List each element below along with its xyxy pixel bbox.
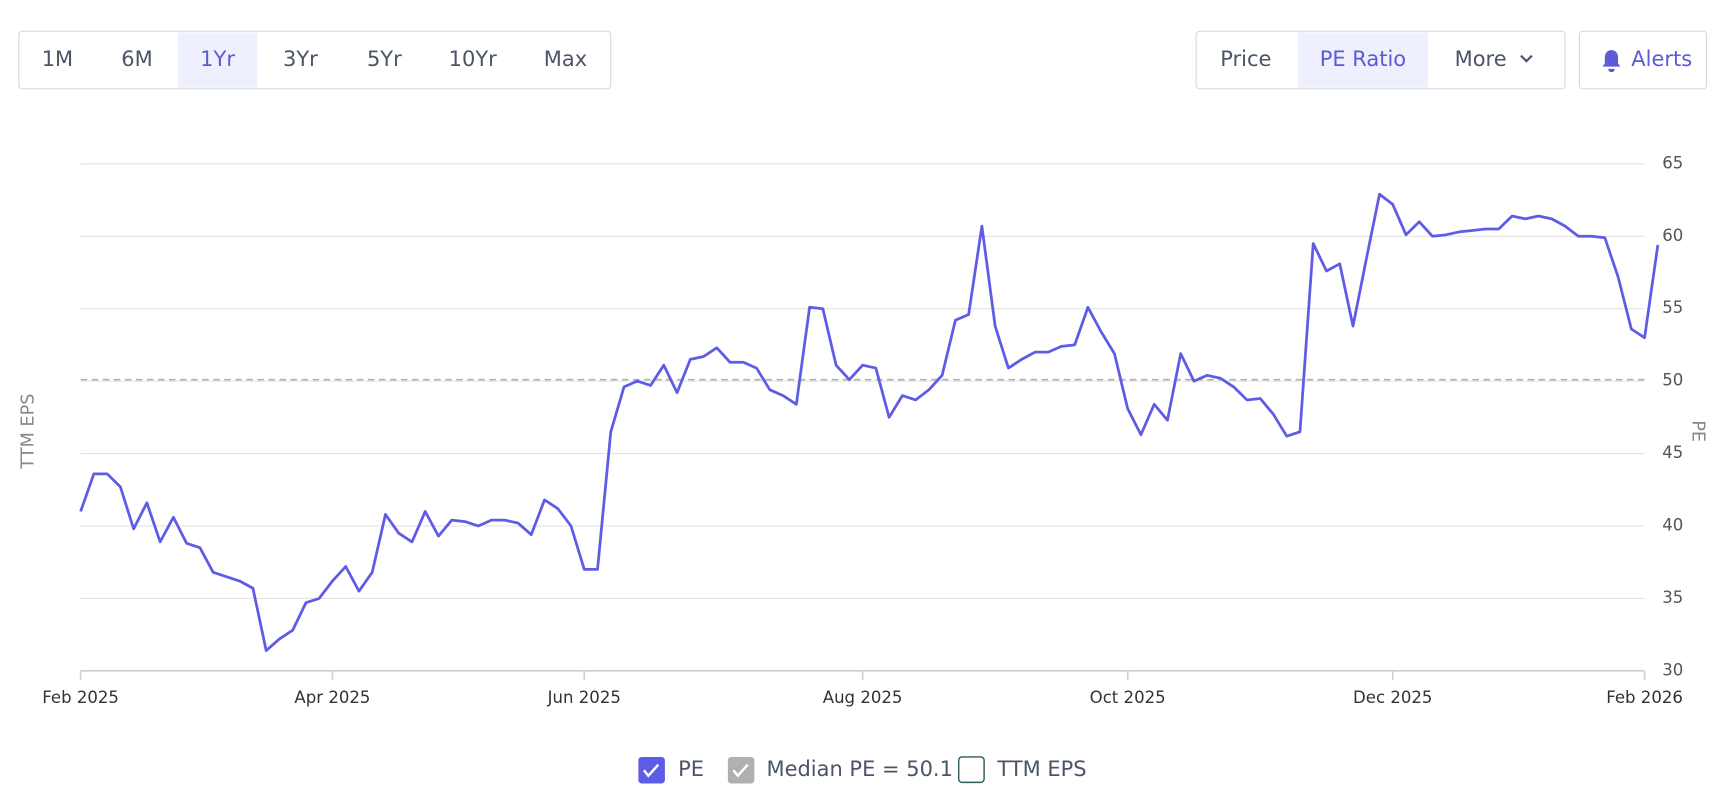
pe-line — [79, 192, 1660, 652]
check-mark — [642, 763, 660, 778]
range-button[interactable]: 1Yr — [200, 47, 235, 71]
range-button[interactable]: 1M — [42, 47, 73, 71]
y-tick-label: 40 — [1662, 515, 1683, 534]
y-tick-label: 60 — [1662, 226, 1683, 245]
y-tick-label: 35 — [1662, 588, 1683, 607]
view-button[interactable]: PE Ratio — [1320, 47, 1406, 71]
range-button[interactable]: 3Yr — [283, 47, 318, 71]
x-tick-label: Dec 2025 — [1353, 688, 1432, 707]
view-selected-bg — [1297, 32, 1429, 88]
alerts-label[interactable]: Alerts — [1631, 47, 1692, 71]
legend-label[interactable]: PE — [678, 757, 704, 781]
y-tick-label: 30 — [1662, 660, 1683, 679]
alerts-button[interactable] — [1578, 30, 1707, 90]
x-tick-label: Apr 2025 — [294, 688, 370, 707]
legend-label[interactable]: TTM EPS — [996, 757, 1086, 781]
x-tick-label: Aug 2025 — [823, 688, 903, 707]
legend-checkbox[interactable] — [957, 756, 985, 784]
range-button[interactable]: Max — [544, 47, 587, 71]
x-tick-label: Feb 2026 — [1606, 688, 1683, 707]
left-axis-title: TTM EPS — [19, 394, 39, 470]
range-button[interactable]: 10Yr — [449, 47, 497, 71]
view-button[interactable]: More — [1455, 47, 1507, 71]
y-tick-label: 55 — [1662, 298, 1683, 317]
range-group — [18, 30, 612, 90]
right-axis-title: PE — [1688, 420, 1708, 442]
range-button[interactable]: 5Yr — [367, 47, 402, 71]
legend-label[interactable]: Median PE = 50.1 — [767, 757, 953, 781]
y-tick-label: 45 — [1662, 443, 1683, 462]
y-tick-label: 50 — [1662, 371, 1683, 390]
x-tick-label: Oct 2025 — [1090, 688, 1166, 707]
view-button[interactable]: Price — [1220, 47, 1271, 71]
range-button[interactable]: 6M — [121, 47, 152, 71]
bell-icon — [1602, 50, 1621, 73]
range-selected-bg — [177, 32, 258, 88]
check-mark — [732, 763, 749, 778]
y-tick-label: 65 — [1662, 153, 1683, 172]
legend-checkbox[interactable] — [727, 756, 755, 784]
x-tick-label: Feb 2025 — [42, 688, 119, 707]
legend-checkbox[interactable] — [638, 756, 665, 784]
chevron — [1520, 54, 1533, 63]
x-tick-label: Jun 2025 — [547, 688, 621, 707]
